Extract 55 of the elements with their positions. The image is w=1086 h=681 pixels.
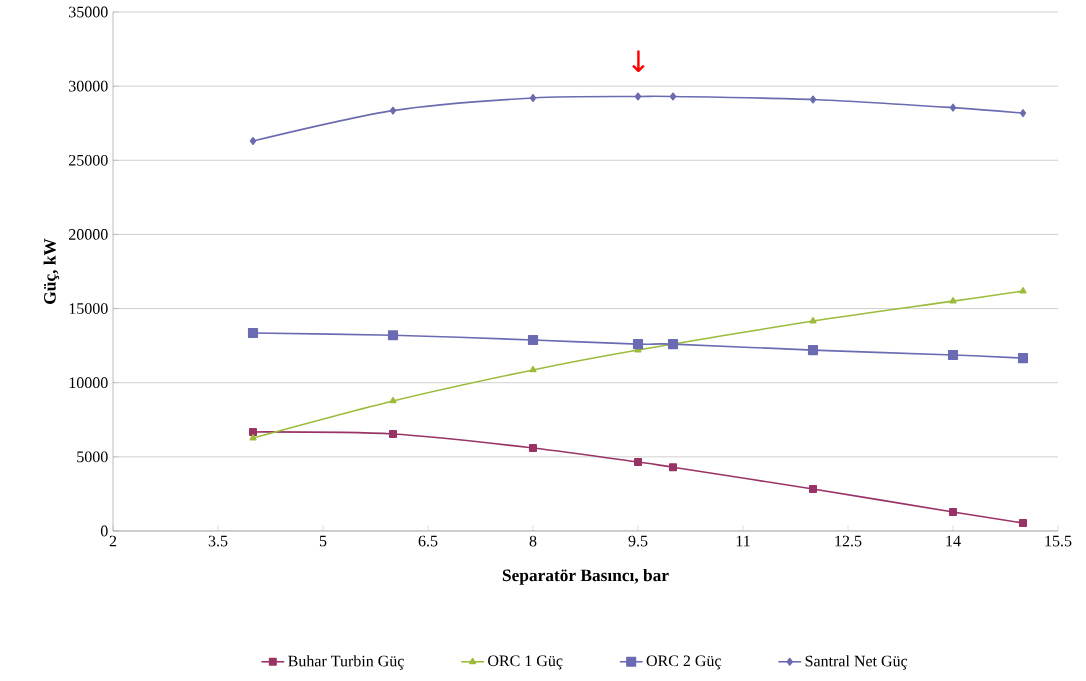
point bbox=[809, 485, 817, 494]
y-tick-label: 0 bbox=[100, 525, 108, 537]
point bbox=[249, 434, 257, 441]
point bbox=[949, 297, 957, 304]
y-tick-label: 20000 bbox=[69, 229, 108, 240]
legend-label: Buhar Turbin Güç bbox=[288, 655, 404, 670]
point bbox=[249, 427, 258, 436]
point bbox=[949, 103, 957, 112]
y-tick-label: 30000 bbox=[69, 80, 108, 92]
point bbox=[949, 508, 957, 517]
x-tick-label: 3.5 bbox=[208, 535, 228, 547]
point bbox=[667, 339, 679, 350]
point bbox=[634, 458, 642, 467]
point bbox=[387, 330, 399, 341]
point bbox=[529, 94, 537, 102]
x-tick-label: 9.5 bbox=[628, 535, 648, 547]
annotation: ↓ bbox=[632, 50, 645, 73]
x-tick-label: 14 bbox=[946, 535, 961, 547]
y-tick-label: 25000 bbox=[69, 154, 108, 166]
x-tick-label: 6.5 bbox=[418, 535, 438, 547]
y-tick-label: 35000 bbox=[69, 6, 108, 18]
x-tick-label: 5 bbox=[319, 535, 327, 547]
x-tick-label: 11 bbox=[736, 535, 750, 547]
point bbox=[247, 327, 259, 339]
y-tick-label: 10000 bbox=[69, 377, 108, 389]
point bbox=[389, 430, 398, 439]
point bbox=[1019, 109, 1027, 118]
legend-label: Santral Net Güç bbox=[805, 655, 908, 670]
point bbox=[669, 463, 677, 472]
legend-label: ORC 2 Güç bbox=[646, 655, 722, 670]
point bbox=[529, 365, 537, 373]
point bbox=[947, 349, 959, 361]
x-tick-label: 15.5 bbox=[1045, 535, 1072, 547]
point bbox=[1017, 353, 1029, 364]
point bbox=[249, 137, 257, 145]
legend-label: ORC 1 Güç bbox=[488, 655, 563, 670]
point bbox=[389, 106, 397, 115]
point bbox=[1019, 287, 1027, 294]
point bbox=[669, 92, 677, 101]
point bbox=[389, 396, 397, 404]
point bbox=[527, 334, 539, 346]
point bbox=[1019, 518, 1027, 527]
point bbox=[809, 317, 817, 324]
x-tick-label: 8 bbox=[529, 535, 537, 547]
x-tick-label: 12.5 bbox=[835, 535, 862, 547]
y-tick-label: 15000 bbox=[69, 303, 108, 314]
x-axis-title: Separatör Basıncı, bar bbox=[502, 569, 669, 585]
point bbox=[529, 443, 537, 452]
point bbox=[632, 339, 644, 350]
point bbox=[809, 95, 817, 104]
x-tick-label: 2 bbox=[109, 535, 117, 547]
y-axis-title: Güç, kW bbox=[43, 238, 60, 304]
point bbox=[807, 345, 819, 356]
point bbox=[634, 92, 642, 101]
y-tick-label: 5000 bbox=[77, 451, 108, 463]
